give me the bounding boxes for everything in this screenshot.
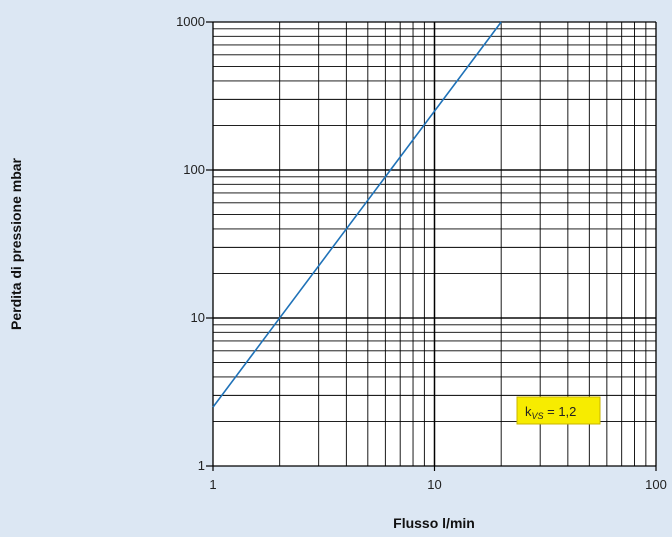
series-layer xyxy=(212,21,502,408)
annotation-box xyxy=(516,396,601,425)
y-tick-labels: 1 10 100 1000 xyxy=(176,14,205,473)
annotation-text: kVS = 1,2 xyxy=(525,404,576,421)
kvs-annotation: kVS = 1,2 xyxy=(516,396,601,425)
x-tick-label: 10 xyxy=(427,477,441,492)
annotation-rest: = 1,2 xyxy=(544,404,577,419)
y-tick-label: 100 xyxy=(183,162,205,177)
y-tick-label: 1 xyxy=(198,458,205,473)
y-axis-title: Perdita di pressione mbar xyxy=(8,157,24,329)
x-tick-label: 1 xyxy=(209,477,216,492)
x-tick-label: 100 xyxy=(645,477,667,492)
series-line xyxy=(212,21,502,408)
annotation-subscript: VS xyxy=(532,411,544,421)
y-tick-label: 1000 xyxy=(176,14,205,29)
annotation-base: k xyxy=(525,404,532,419)
x-tick-labels: 1 10 100 xyxy=(209,477,666,492)
y-tick-label: 10 xyxy=(191,310,205,325)
x-axis-title: Flusso l/min xyxy=(393,515,475,531)
grid xyxy=(206,21,657,471)
